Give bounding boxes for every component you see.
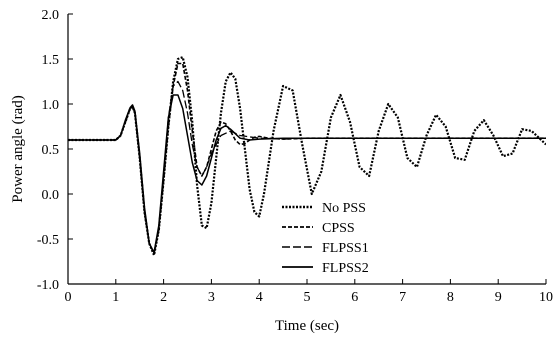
legend: No PSS CPSS FLPSS1 FLPSS2 [282, 201, 369, 276]
x-tick-label: 2 [160, 290, 167, 305]
x-tick-label: 7 [399, 290, 406, 305]
y-tick-label: -1.0 [37, 278, 59, 293]
x-axis-label: Time (sec) [275, 318, 339, 334]
axes [67, 13, 547, 285]
x-tick-label: 0 [65, 290, 72, 305]
y-axis-label: Power angle (rad) [10, 95, 26, 202]
x-tick-label: 1 [112, 290, 119, 305]
x-tick-label: 6 [351, 290, 358, 305]
y-tick-label: 1.0 [42, 98, 60, 113]
x-tick-label: 5 [304, 290, 311, 305]
y-tick-label: 0.5 [42, 143, 60, 158]
legend-label-flpss1: FLPSS1 [322, 241, 369, 256]
y-tick-label: 2.0 [42, 8, 60, 23]
y-tick-label: -0.5 [37, 233, 59, 248]
y-tick-label: 0.0 [42, 188, 60, 203]
x-tick-label: 10 [539, 290, 553, 305]
series-layer [68, 56, 546, 257]
x-tick-label: 8 [447, 290, 454, 305]
x-tick-label: 4 [256, 290, 263, 305]
x-tick-label: 9 [495, 290, 502, 305]
tick-labels: 0 1 2 3 4 5 6 7 8 9 10 -1.0 -0.5 0.0 0.5 1.0 1.5 2.0 [37, 8, 553, 305]
legend-label-flpss2: FLPSS2 [322, 261, 369, 276]
legend-label-no-pss: No PSS [322, 201, 366, 216]
x-tick-label: 3 [208, 290, 215, 305]
series-line-flpss2 [68, 94, 546, 254]
y-tick-label: 1.5 [42, 53, 60, 68]
legend-label-cpss: CPSS [322, 221, 355, 236]
